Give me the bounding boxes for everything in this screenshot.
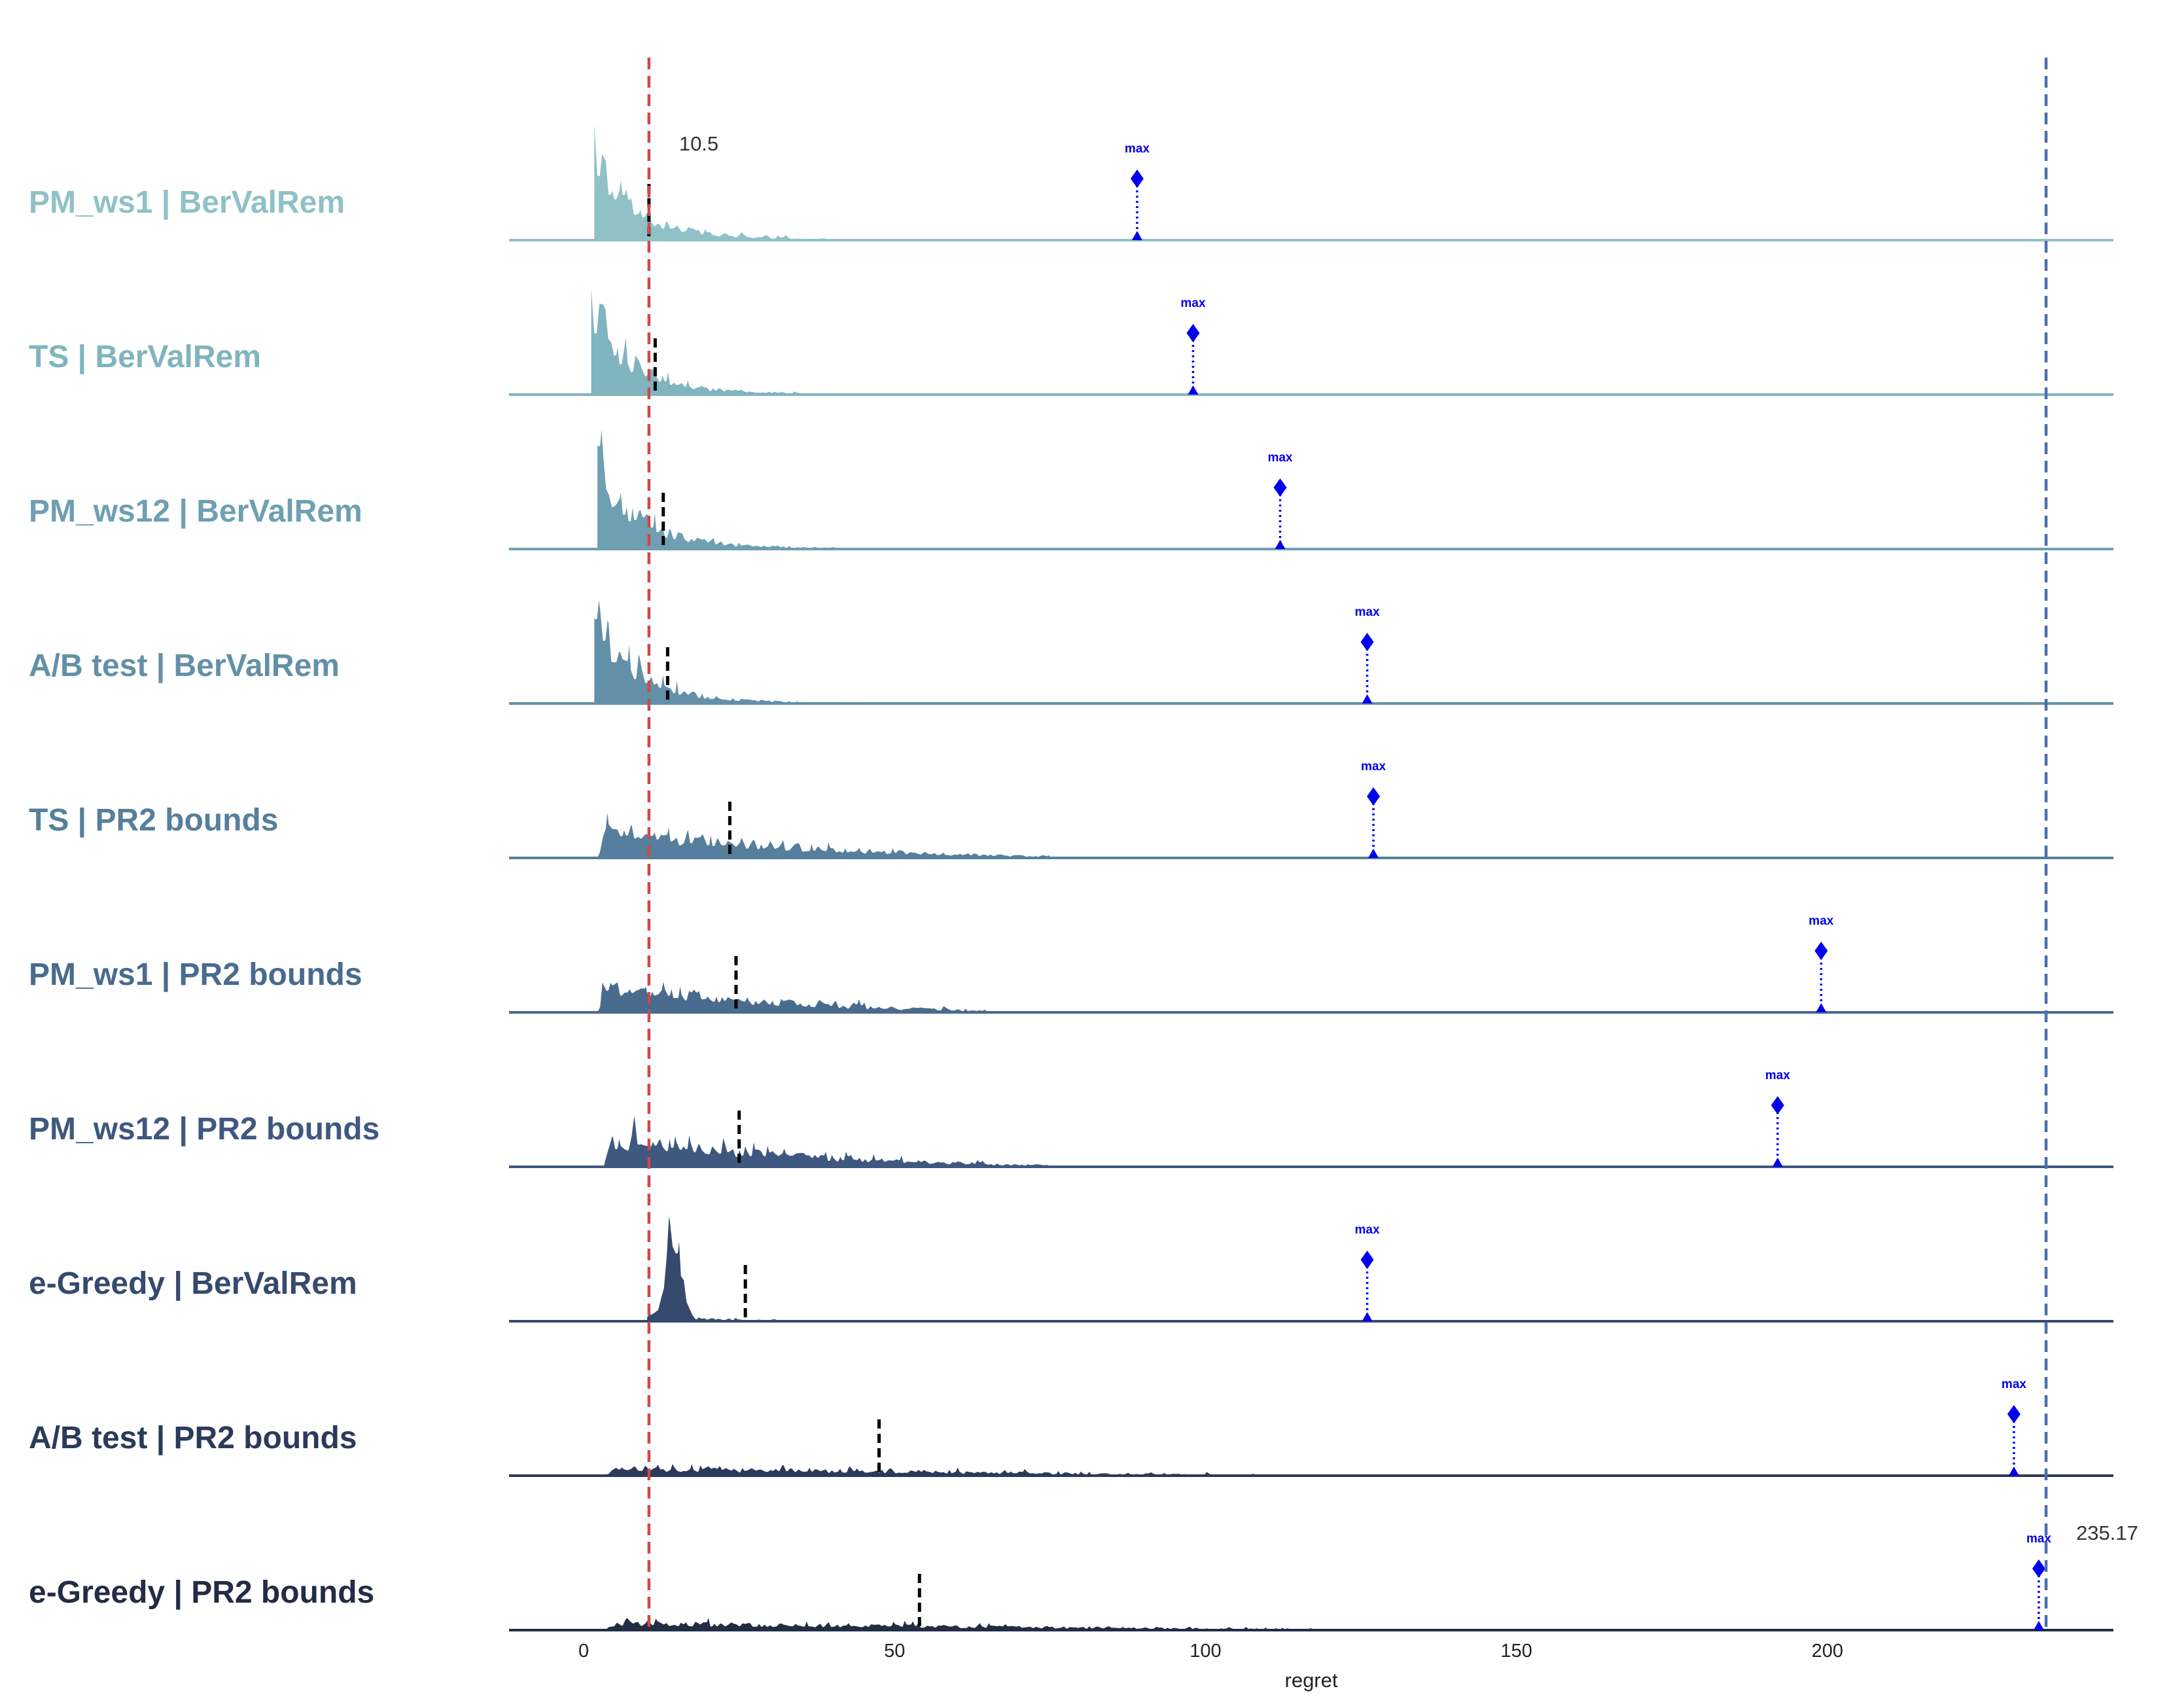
max-label: max [1355, 605, 1380, 619]
x-tick-label: 50 [884, 1641, 905, 1662]
x-axis-title: regret [1285, 1669, 1338, 1692]
series-label: TS | PR2 bounds [29, 803, 278, 838]
max-marker-triangle [1816, 1003, 1827, 1012]
series-label: PM_ws12 | BerValRem [29, 494, 362, 529]
max-marker-diamond [1771, 1096, 1784, 1114]
density-area [595, 974, 991, 1014]
max-marker-triangle [1131, 231, 1142, 240]
ridge-row: max A/B test | BerValRem [29, 588, 2113, 705]
density-area [588, 274, 1023, 396]
max-marker-triangle [1368, 849, 1379, 858]
overall-max-label: 235.17 [2076, 1521, 2138, 1544]
max-label: max [2002, 1378, 2026, 1391]
max-label: max [1765, 1069, 1790, 1082]
density-area [595, 410, 991, 550]
ridge-row: max TS | BerValRem [29, 274, 2113, 396]
max-marker-triangle [1362, 1312, 1373, 1321]
max-label: max [1180, 296, 1205, 310]
x-axis: 0 50 100 150 200 regret [578, 1641, 1843, 1692]
series-label: PM_ws1 | BerValRem [29, 185, 345, 220]
ridge-row: max TS | PR2 bounds [29, 760, 2113, 859]
max-marker-triangle [1188, 385, 1199, 395]
best-mean-label: 10.5 [679, 132, 718, 155]
ridge-row: max A/B test | PR2 bounds [29, 1378, 2113, 1477]
density-area [601, 1458, 1302, 1477]
max-marker-diamond [1273, 478, 1287, 497]
max-marker-diamond [1130, 169, 1144, 188]
max-label: max [1125, 142, 1150, 156]
ridge-row: max PM_ws12 | PR2 bounds [29, 1069, 2113, 1168]
max-marker-triangle [1772, 1158, 1783, 1167]
max-label: max [1355, 1223, 1380, 1237]
max-marker-diamond [1360, 1251, 1374, 1269]
series-label: A/B test | BerValRem [29, 649, 340, 683]
max-label: max [1809, 914, 1833, 928]
density-area [601, 1612, 1364, 1631]
x-tick-label: 0 [578, 1641, 589, 1662]
ridge-row: max PM_ws1 | BerValRem [29, 112, 2113, 241]
series-label: PM_ws1 | PR2 bounds [29, 957, 362, 992]
max-marker-diamond [2007, 1405, 2021, 1423]
series-label: TS | BerValRem [29, 340, 261, 374]
ridge-row: max PM_ws12 | BerValRem [29, 410, 2113, 550]
x-tick-label: 150 [1500, 1641, 1532, 1662]
ridge-row: max e-Greedy | BerValRem [29, 1205, 2113, 1323]
series-label: e-Greedy | BerValRem [29, 1266, 357, 1301]
density-area [595, 799, 1053, 859]
max-marker-diamond [1814, 942, 1828, 960]
ridge-row: max e-Greedy | PR2 bounds [29, 1532, 2113, 1631]
max-marker-diamond [1360, 633, 1374, 651]
density-area [591, 588, 929, 705]
series-label: e-Greedy | PR2 bounds [29, 1575, 374, 1610]
max-label: max [2026, 1532, 2051, 1546]
ridge-row: max PM_ws1 | PR2 bounds [29, 914, 2113, 1014]
x-tick-label: 100 [1190, 1641, 1221, 1662]
max-label: max [1361, 760, 1386, 774]
x-tick-label: 200 [1812, 1641, 1843, 1662]
series-label: A/B test | PR2 bounds [29, 1421, 357, 1455]
max-marker-triangle [2008, 1467, 2019, 1476]
max-marker-triangle [2033, 1621, 2044, 1630]
max-marker-triangle [1275, 540, 1286, 549]
reference-lines: 10.5 235.17 [647, 58, 2138, 1628]
max-label: max [1267, 451, 1292, 465]
density-area [644, 1205, 1116, 1323]
series-label: PM_ws12 | PR2 bounds [29, 1112, 379, 1147]
density-area [591, 112, 898, 241]
max-marker-triangle [1362, 694, 1373, 703]
max-marker-diamond [1186, 324, 1200, 342]
density-area [601, 1112, 1053, 1168]
max-marker-diamond [2032, 1559, 2045, 1578]
max-marker-diamond [1367, 787, 1381, 806]
